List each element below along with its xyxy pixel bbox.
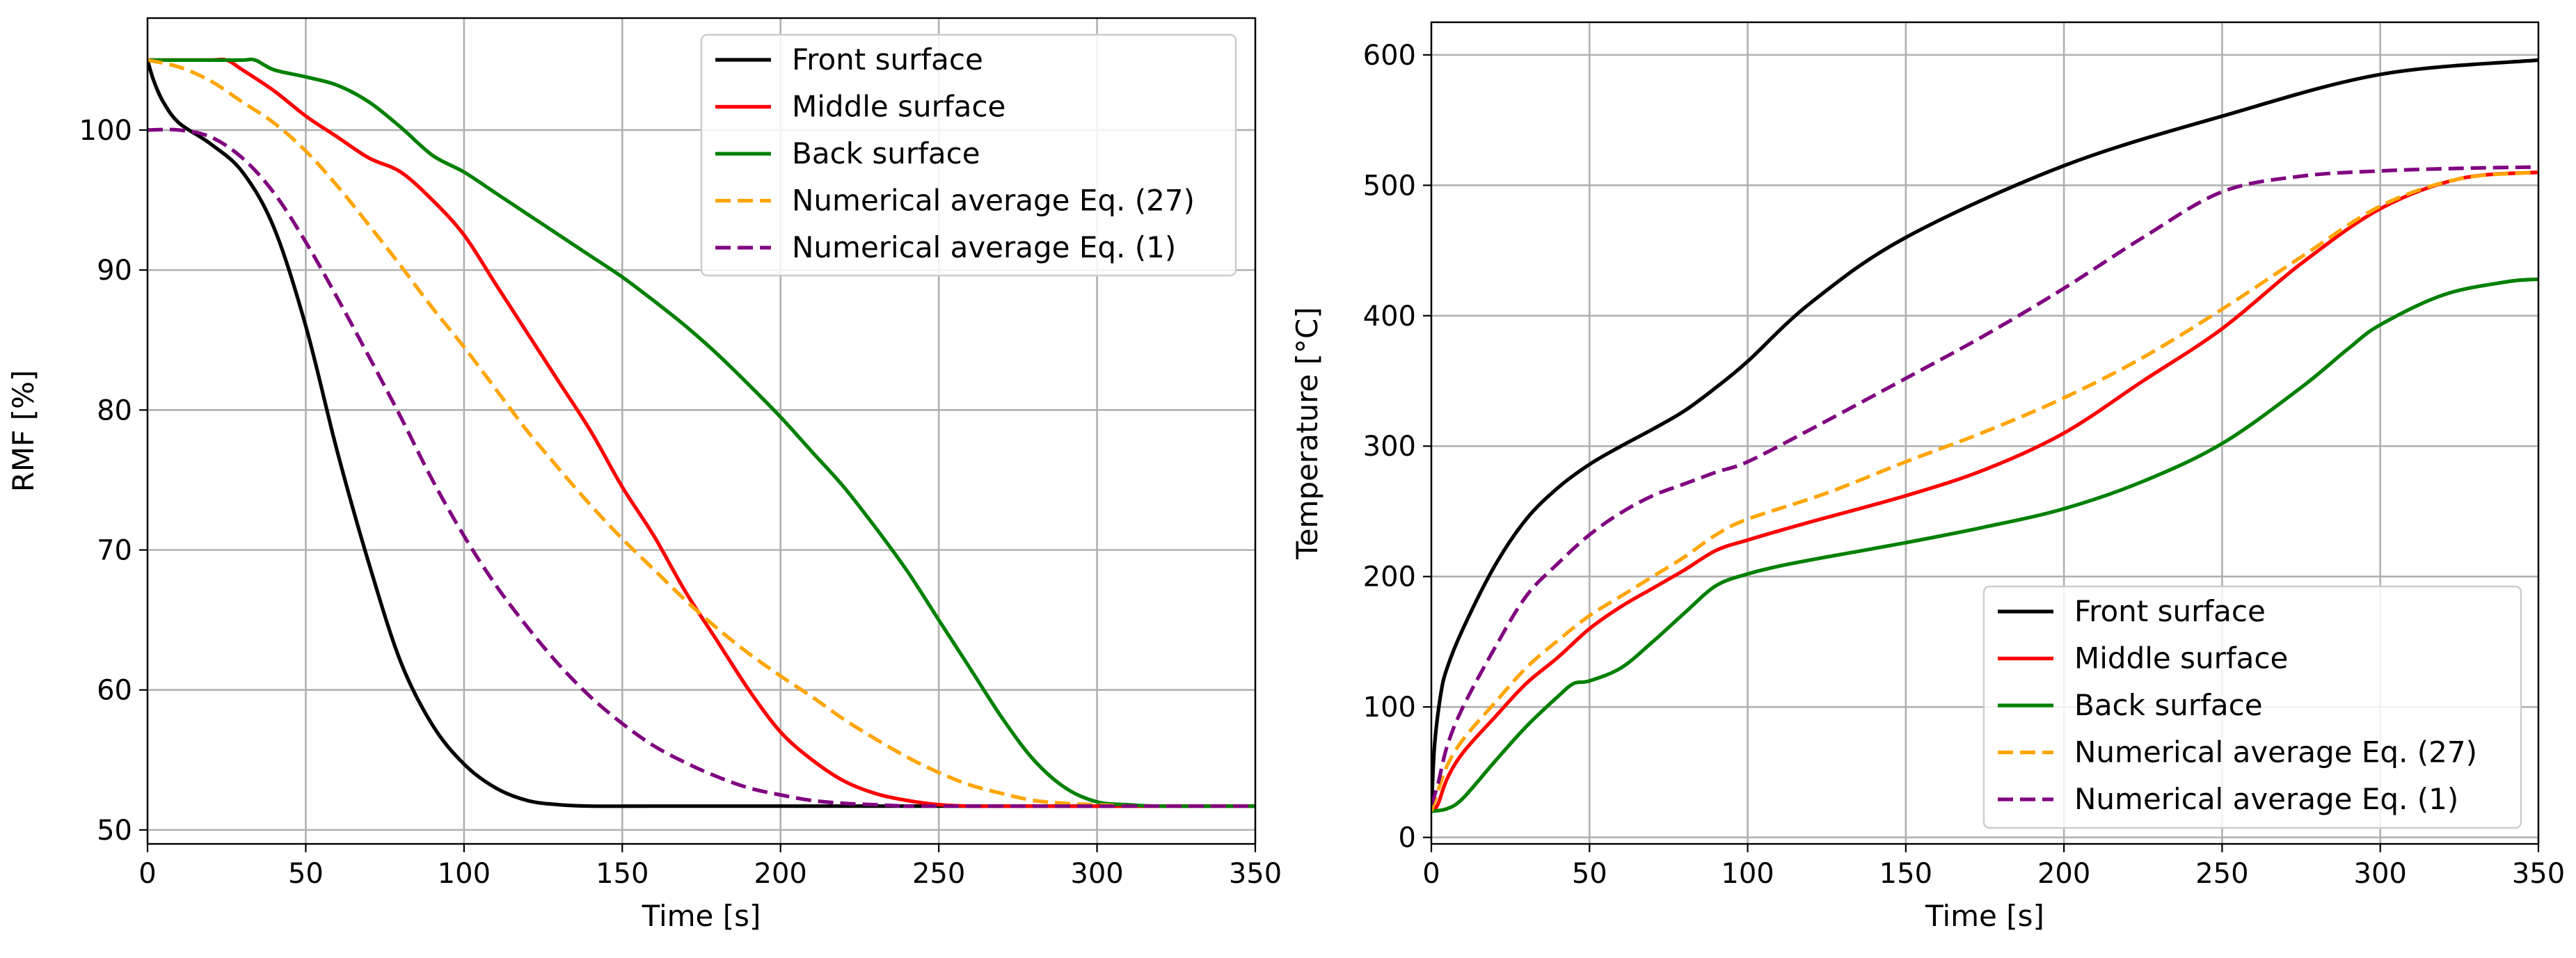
series-line-1 xyxy=(1431,58,2538,813)
legend-box xyxy=(700,33,1237,277)
series-line-2 xyxy=(1431,170,2538,813)
axes-frame xyxy=(1430,21,2540,845)
x-tick-label: 250 xyxy=(912,858,965,890)
axes-frame xyxy=(146,17,1257,845)
y-tick-label: 200 xyxy=(1363,561,1416,593)
legend-entry: Front surface xyxy=(792,42,983,77)
series-line-1 xyxy=(148,58,1255,808)
y-tick-label: 60 xyxy=(97,675,132,707)
legend-entry: Front surface xyxy=(2074,594,2266,628)
legend-entry: Numerical average Eq. (1) xyxy=(792,230,1176,264)
legend: Front surface Middle surface Back surface N… xyxy=(700,33,1237,277)
y-axis-label: RMF [%] xyxy=(6,370,40,493)
legend-entry: Numerical average Eq. (27) xyxy=(792,184,1195,218)
y-tick-label: 600 xyxy=(1363,40,1416,72)
y-tick-label: 300 xyxy=(1363,431,1416,463)
legend-entry: Numerical average Eq. (1) xyxy=(2074,782,2458,816)
legend-box xyxy=(1982,585,2522,829)
legend-entry: Middle surface xyxy=(2074,641,2288,676)
legend-entry: Back surface xyxy=(2074,688,2263,722)
x-tick-label: 50 xyxy=(288,858,324,890)
x-tick-label: 150 xyxy=(596,858,649,890)
series-line-2 xyxy=(148,57,1255,808)
y-tick-label: 70 xyxy=(97,535,132,567)
x-tick-label: 350 xyxy=(2512,858,2565,890)
x-tick-label: 0 xyxy=(1422,858,1440,890)
y-tick-label: 100 xyxy=(79,115,132,147)
y-tick-label: 100 xyxy=(1363,692,1416,724)
y-tick-label: 500 xyxy=(1363,170,1416,202)
series-line-3 xyxy=(148,57,1255,808)
temperature-chart: 0 50 100 150 200 250 300 350 0 100 200 300 400 500 600… xyxy=(1290,21,2566,933)
y-tick-label: 0 xyxy=(1399,822,1416,854)
x-tick-label: 0 xyxy=(138,858,156,890)
x-tick-label: 250 xyxy=(2195,858,2248,890)
y-axis-label: Temperature [°C] xyxy=(1290,307,1324,560)
x-tick-label: 200 xyxy=(754,858,807,890)
series-group xyxy=(1431,58,2538,813)
x-tick-label: 200 xyxy=(2037,858,2090,890)
ticks: 0 50 100 150 200 250 300 350 0 100 200 300 400 500 600 xyxy=(1363,40,2566,890)
x-tick-label: 350 xyxy=(1229,858,1282,890)
series-line-5 xyxy=(1431,165,2538,806)
series-line-4 xyxy=(148,58,1255,808)
y-tick-label: 400 xyxy=(1363,301,1416,333)
series-line-3 xyxy=(1431,277,2538,813)
series-group xyxy=(148,57,1255,808)
series-line-5 xyxy=(148,127,1255,808)
x-tick-label: 50 xyxy=(1572,858,1607,890)
x-tick-label: 150 xyxy=(1879,858,1932,890)
legend-entry: Back surface xyxy=(792,136,980,170)
legend-entry: Numerical average Eq. (27) xyxy=(2074,735,2477,769)
legend: Front surface Middle surface Back surface N… xyxy=(1982,585,2522,829)
y-tick-label: 90 xyxy=(97,255,132,287)
grid xyxy=(1430,22,2540,844)
x-tick-label: 100 xyxy=(1721,858,1774,890)
x-axis-label: Time [s] xyxy=(1925,899,2044,933)
legend-entry: Middle surface xyxy=(792,90,1005,124)
x-tick-label: 300 xyxy=(2354,858,2407,890)
x-tick-label: 100 xyxy=(438,858,491,890)
x-axis-label: Time [s] xyxy=(642,899,761,933)
x-tick-label: 300 xyxy=(1070,858,1123,890)
y-tick-label: 80 xyxy=(97,394,132,426)
y-tick-label: 50 xyxy=(97,815,132,847)
